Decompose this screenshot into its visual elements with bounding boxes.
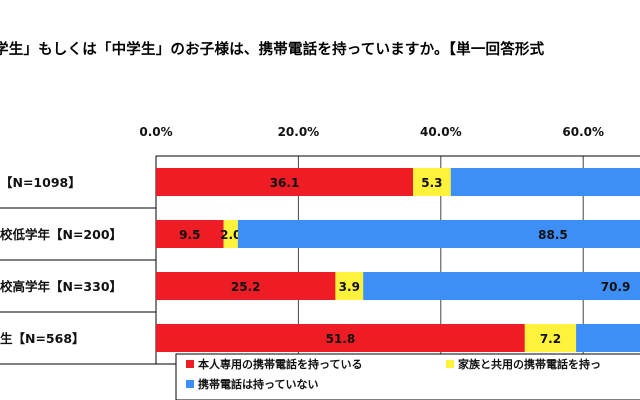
data-label: 9.5 <box>179 228 200 242</box>
question-title: 学生」もしくは「中学生」のお子様は、携帯電話を持っていますか。【単一回答形式 <box>0 42 545 58</box>
legend-label: 本人専用の携帯電話を持っている <box>198 357 362 371</box>
bar-segment <box>363 272 640 300</box>
data-label: 88.5 <box>538 228 568 242</box>
bar-segment <box>156 272 336 300</box>
data-label: 2.0 <box>220 228 241 242</box>
legend-swatch <box>446 360 454 368</box>
data-label: 3.9 <box>339 280 360 294</box>
bar-segment <box>223 220 238 248</box>
data-label: 36.1 <box>270 176 300 190</box>
x-tick-label: 60.0% <box>562 125 604 139</box>
bar-segment <box>413 168 451 196</box>
legend-swatch <box>186 380 194 388</box>
data-label: 70.9 <box>601 280 631 294</box>
legend-box <box>175 353 640 400</box>
data-label: 7.2 <box>540 332 561 346</box>
category-label: 【N=1098】 <box>0 175 81 190</box>
x-tick-label: 20.0% <box>278 125 320 139</box>
data-label: 25.2 <box>231 280 261 294</box>
bar-segment <box>450 168 640 196</box>
category-label: 校低学年【N=200】 <box>0 227 122 242</box>
x-tick-label: 0.0% <box>139 125 172 139</box>
bar-segment <box>524 324 577 352</box>
legend-swatch <box>186 360 194 368</box>
bar-segment <box>156 220 224 248</box>
category-labels: 【N=1098】校低学年【N=200】校高学年【N=330】生【N=568】 <box>0 175 122 346</box>
legend-label: 家族と共用の携帯電話を持っ <box>458 357 601 371</box>
bar-segment <box>576 324 640 352</box>
legend-label: 携帯電話は持っていない <box>198 377 318 391</box>
bar-segment <box>156 324 525 352</box>
x-tick-label: 40.0% <box>420 125 462 139</box>
bar-segment <box>237 220 640 248</box>
category-label: 生【N=568】 <box>0 331 85 346</box>
data-label: 51.8 <box>326 332 356 346</box>
bars: 36.15.358.79.52.088.525.23.970.951.87.24… <box>156 168 640 352</box>
bar-segment <box>335 272 364 300</box>
bar-segment <box>156 168 414 196</box>
x-axis-ticks: 0.0%20.0%40.0%60.0%80.0% <box>139 125 604 139</box>
data-label: 5.3 <box>421 176 442 190</box>
category-label: 校高学年【N=330】 <box>0 279 122 294</box>
